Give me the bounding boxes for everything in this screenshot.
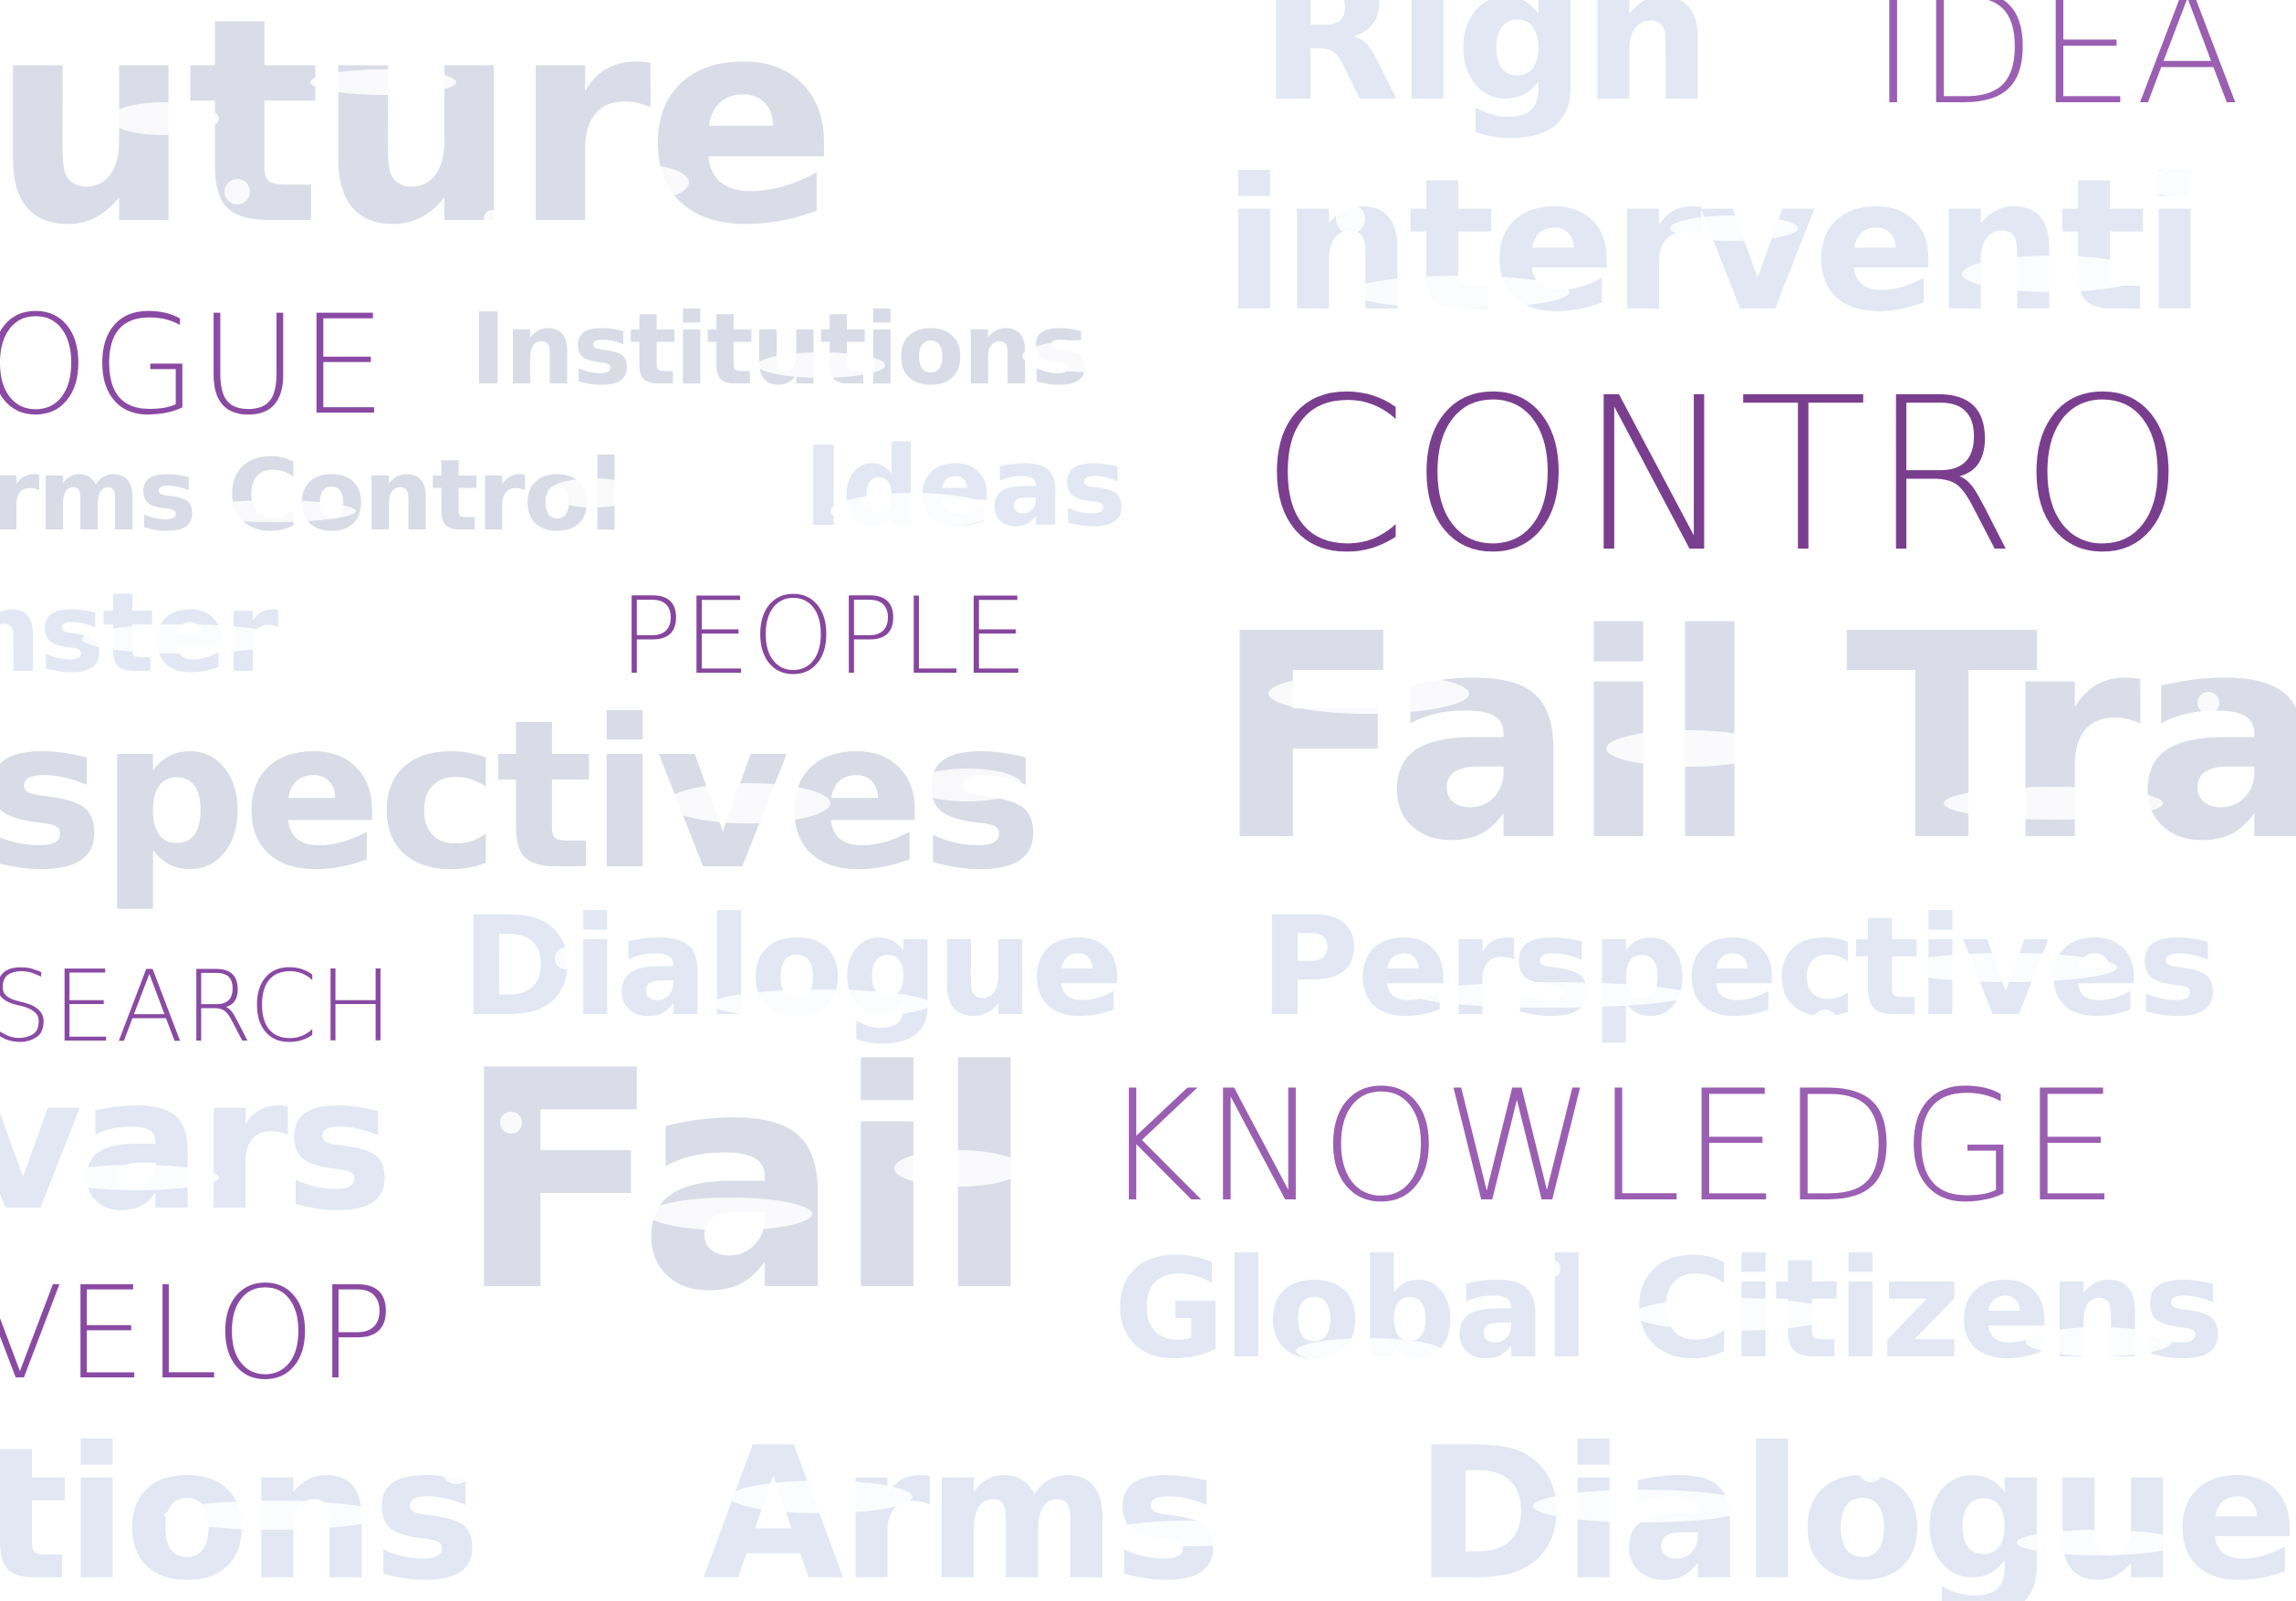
bg-word-perspectives-2: Perspectives [1259, 899, 2217, 1036]
bg-word-monster: nster [0, 580, 277, 689]
bg-word-dialogue-2: Dialogue [1414, 1424, 2295, 1601]
fg-word-people: PEOPLE [619, 584, 1028, 690]
fg-word-develop: VELOP [0, 1271, 395, 1398]
fg-word-idea: IDEA [1871, 0, 2242, 126]
bg-word-arms-control: rms Control [0, 447, 621, 546]
bg-word-arms: Arms [703, 1424, 1218, 1601]
bg-word-intervention: interventi [1223, 155, 2202, 338]
fg-word-dialogue: OGUE [0, 298, 388, 434]
fg-word-research: SEARCH [0, 958, 393, 1057]
bg-word-fail: Fail [456, 1031, 1030, 1333]
bg-word-fail-trap: Fail Tra [1214, 598, 2296, 881]
bg-word-actions: tions [0, 1424, 477, 1601]
fg-word-knowledge: KNOWLEDGE [1102, 1070, 2120, 1223]
bg-word-ideas: Ideas [803, 434, 1124, 543]
bg-word-institutions: Institutions [470, 301, 1088, 400]
bg-word-perspectives: spectives [0, 694, 1038, 899]
bg-word-rights: Righ [1259, 0, 1708, 128]
bg-word-future: uture [0, 0, 832, 265]
fg-word-control: CONTRO [1259, 370, 2188, 581]
bg-word-wars: vars [0, 1054, 390, 1237]
bg-word-global-citizens: Global Citizens [1113, 1241, 2222, 1378]
